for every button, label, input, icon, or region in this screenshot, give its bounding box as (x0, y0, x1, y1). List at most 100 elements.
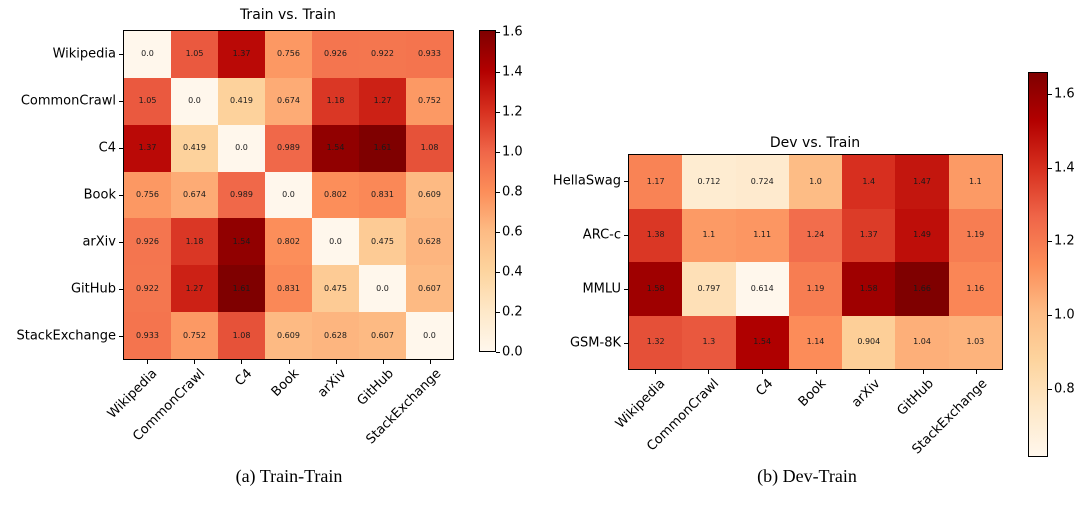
heatmap-cell: 1.19 (788, 262, 843, 316)
colorbar-tick-mark (1048, 94, 1052, 96)
panel-a-title: Train vs. Train (239, 7, 337, 23)
heatmap-cell: 0.0 (359, 265, 406, 313)
heatmap-cell: 1.4 (842, 155, 896, 209)
colorbar-tick-label: 1.2 (502, 104, 523, 120)
heatmap-cell: 1.38 (629, 208, 683, 262)
y-tick-label: HellaSwag (552, 173, 621, 189)
heatmap-dev-train: 1.17 0.712 0.724 1.0 1.4 1.47 1.1 1.38 1.1 1.11 1.… (628, 154, 1003, 370)
y-tick-label: ARC-c (582, 227, 621, 243)
heatmap-cell: 1.1 (948, 155, 1002, 209)
colorbar-tick-label: 0.6 (502, 224, 523, 240)
y-tick-label: GSM-8K (569, 335, 621, 351)
heatmap-cell: 1.05 (124, 77, 171, 125)
heatmap-train-train: 0.0 1.05 1.37 0.756 0.926 0.922 0.933 1.05 0.0 0.… (123, 30, 454, 360)
x-tick-mark (922, 370, 924, 374)
colorbar-tick-label: 1.4 (502, 64, 523, 80)
heatmap-cell: 1.37 (124, 124, 171, 172)
heatmap-cell: 1.54 (218, 218, 265, 266)
x-tick-mark (976, 370, 978, 374)
y-tick-label: MMLU (582, 281, 621, 297)
colorbar-tick-label: 0.4 (502, 264, 523, 280)
colorbar-tick-mark (1048, 167, 1052, 169)
heatmap-cell: 0.607 (406, 265, 453, 313)
heatmap-cell: 0.756 (124, 171, 171, 219)
heatmap-cell: 0.609 (406, 171, 453, 219)
x-tick-label: C4 (752, 376, 776, 400)
x-tick-label: Book (268, 366, 303, 400)
heatmap-cell: 0.802 (312, 171, 359, 219)
heatmap-cell: 1.3 (682, 315, 736, 369)
x-tick-mark (761, 370, 763, 374)
y-tick-mark (624, 235, 628, 236)
heatmap-cell: 0.926 (312, 31, 359, 78)
y-tick-mark (624, 343, 628, 344)
heatmap-cell: 0.628 (406, 218, 453, 266)
heatmap-cell: 1.18 (312, 77, 359, 125)
colorbar-tick-mark (496, 152, 500, 153)
colorbar-tick-mark (496, 112, 500, 113)
y-tick-mark (624, 181, 628, 182)
heatmap-cell: 0.0 (171, 77, 218, 125)
x-tick-mark (241, 360, 243, 364)
heatmap-cell: 0.419 (171, 124, 218, 172)
colorbar-tick-label: 1.4 (1054, 160, 1075, 176)
heatmap-cell: 1.49 (895, 208, 949, 262)
y-tick-label: Wikipedia (52, 46, 116, 62)
y-tick-mark (119, 53, 123, 55)
x-tick-mark (288, 360, 290, 364)
heatmap-cell: 1.54 (735, 315, 789, 369)
colorbar-tick-label: 1.6 (1054, 86, 1075, 102)
heatmap-cell: 1.03 (948, 315, 1002, 369)
heatmap-cell: 0.933 (124, 312, 171, 359)
x-tick-mark (193, 360, 195, 364)
heatmap-cell: 0.614 (735, 262, 789, 316)
heatmap-cell: 1.05 (171, 31, 218, 78)
heatmap-cell: 0.756 (265, 31, 312, 78)
x-tick-label: Wikipedia (613, 376, 669, 432)
heatmap-cell: 1.58 (629, 262, 683, 316)
y-tick-label: GitHub (70, 281, 116, 297)
heatmap-cell: 1.54 (312, 124, 359, 172)
heatmap-cell: 0.419 (218, 77, 265, 125)
panel-b-caption: (b) Dev-Train (757, 466, 857, 486)
heatmap-cell: 1.08 (218, 312, 265, 359)
y-tick-mark (119, 336, 123, 338)
x-tick-label: Book (795, 376, 830, 410)
heatmap-cell: 0.922 (124, 265, 171, 313)
heatmap-cell: 0.674 (265, 77, 312, 125)
panel-a-caption: (a) Train-Train (235, 466, 343, 486)
heatmap-cell: 0.0 (406, 312, 453, 359)
panel-b-title: Dev vs. Train (769, 135, 861, 151)
colorbar-tick-label: 0.0 (502, 344, 523, 360)
heatmap-cell: 0.0 (312, 218, 359, 266)
colorbar-tick-label: 0.8 (502, 184, 523, 200)
heatmap-cell: 0.797 (682, 262, 736, 316)
heatmap-cell: 0.831 (359, 171, 406, 219)
y-tick-mark (119, 289, 123, 291)
x-tick-mark (146, 360, 148, 364)
x-tick-mark (430, 360, 432, 364)
x-tick-mark (383, 360, 385, 364)
colorbar-tick-label: 1.0 (502, 144, 523, 160)
heatmap-cell: 1.11 (735, 208, 789, 262)
colorbar-tick-label: 0.2 (502, 304, 523, 320)
heatmap-cell: 0.752 (171, 312, 218, 359)
y-tick-label: Book (83, 187, 116, 203)
heatmap-cell: 0.989 (265, 124, 312, 172)
heatmap-cell: 0.802 (265, 218, 312, 266)
x-tick-label: GitHub (894, 376, 937, 419)
heatmap-cell: 1.27 (171, 265, 218, 313)
heatmap-cell: 0.926 (124, 218, 171, 266)
colorbar-tick-mark (496, 72, 500, 73)
heatmap-cell: 1.47 (895, 155, 949, 209)
colorbar-tick-label: 1.0 (1054, 307, 1075, 323)
heatmap-cell: 0.922 (359, 31, 406, 78)
y-tick-mark (119, 242, 123, 244)
colorbar-tick-mark (496, 312, 500, 313)
heatmap-cell: 1.66 (895, 262, 949, 316)
colorbar (479, 30, 496, 352)
y-tick-label: StackExchange (16, 328, 116, 344)
colorbar-tick-mark (496, 352, 500, 353)
heatmap-cell: 1.16 (948, 262, 1002, 316)
